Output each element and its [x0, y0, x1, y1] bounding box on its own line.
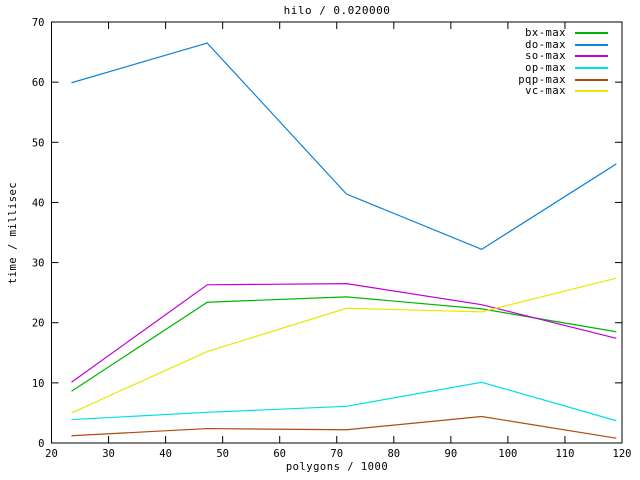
legend-label: do-max — [525, 38, 566, 51]
chart-title: hilo / 0.020000 — [283, 4, 391, 17]
y-tick-label: 20 — [32, 318, 45, 330]
y-tick-label: 40 — [32, 197, 45, 209]
series-line-vc-max — [71, 277, 617, 414]
legend-item-vc-max: vc-max — [518, 85, 608, 97]
legend-label: vc-max — [525, 85, 566, 98]
series-line-op-max — [71, 381, 617, 422]
y-tick-label: 50 — [32, 137, 45, 149]
x-tick-label: 100 — [498, 448, 517, 460]
legend-swatch-line — [575, 66, 608, 69]
legend-label: bx-max — [525, 26, 566, 39]
legend-swatch-line — [575, 31, 608, 34]
legend-label: so-max — [525, 50, 566, 63]
x-tick-label: 30 — [102, 448, 115, 460]
x-tick-label: 90 — [445, 448, 458, 460]
y-tick-label: 0 — [38, 438, 44, 450]
legend-label: op-max — [525, 61, 566, 74]
legend-swatch-line — [575, 90, 608, 93]
x-tick-label: 120 — [613, 448, 632, 460]
legend-item-bx-max: bx-max — [518, 27, 608, 39]
x-axis-label: polygons / 1000 — [285, 461, 389, 473]
series-line-so-max — [71, 283, 617, 383]
y-tick-label: 30 — [32, 258, 45, 270]
legend: bx-max do-max so-max op-max pqp-max vc-max — [518, 27, 608, 97]
legend-swatch-line — [575, 78, 608, 81]
x-tick-label: 20 — [45, 448, 58, 460]
series-line-bx-max — [71, 296, 617, 392]
legend-swatch-line — [575, 55, 608, 58]
legend-item-pqp-max: pqp-max — [518, 74, 608, 86]
legend-item-so-max: so-max — [518, 50, 608, 62]
x-tick-label: 110 — [555, 448, 574, 460]
legend-label: pqp-max — [518, 73, 566, 86]
y-tick-label: 70 — [32, 17, 45, 29]
x-tick-label: 50 — [216, 448, 229, 460]
series-line-pqp-max — [71, 415, 617, 439]
y-tick-label: 10 — [32, 378, 45, 390]
x-tick-label: 70 — [330, 448, 343, 460]
legend-item-op-max: op-max — [518, 62, 608, 74]
legend-swatch-line — [575, 43, 608, 46]
x-tick-label: 60 — [273, 448, 286, 460]
legend-item-do-max: do-max — [518, 39, 608, 51]
x-tick-label: 80 — [387, 448, 400, 460]
x-tick-label: 40 — [159, 448, 172, 460]
y-tick-label: 60 — [32, 77, 45, 89]
series-line-do-max — [71, 42, 617, 251]
